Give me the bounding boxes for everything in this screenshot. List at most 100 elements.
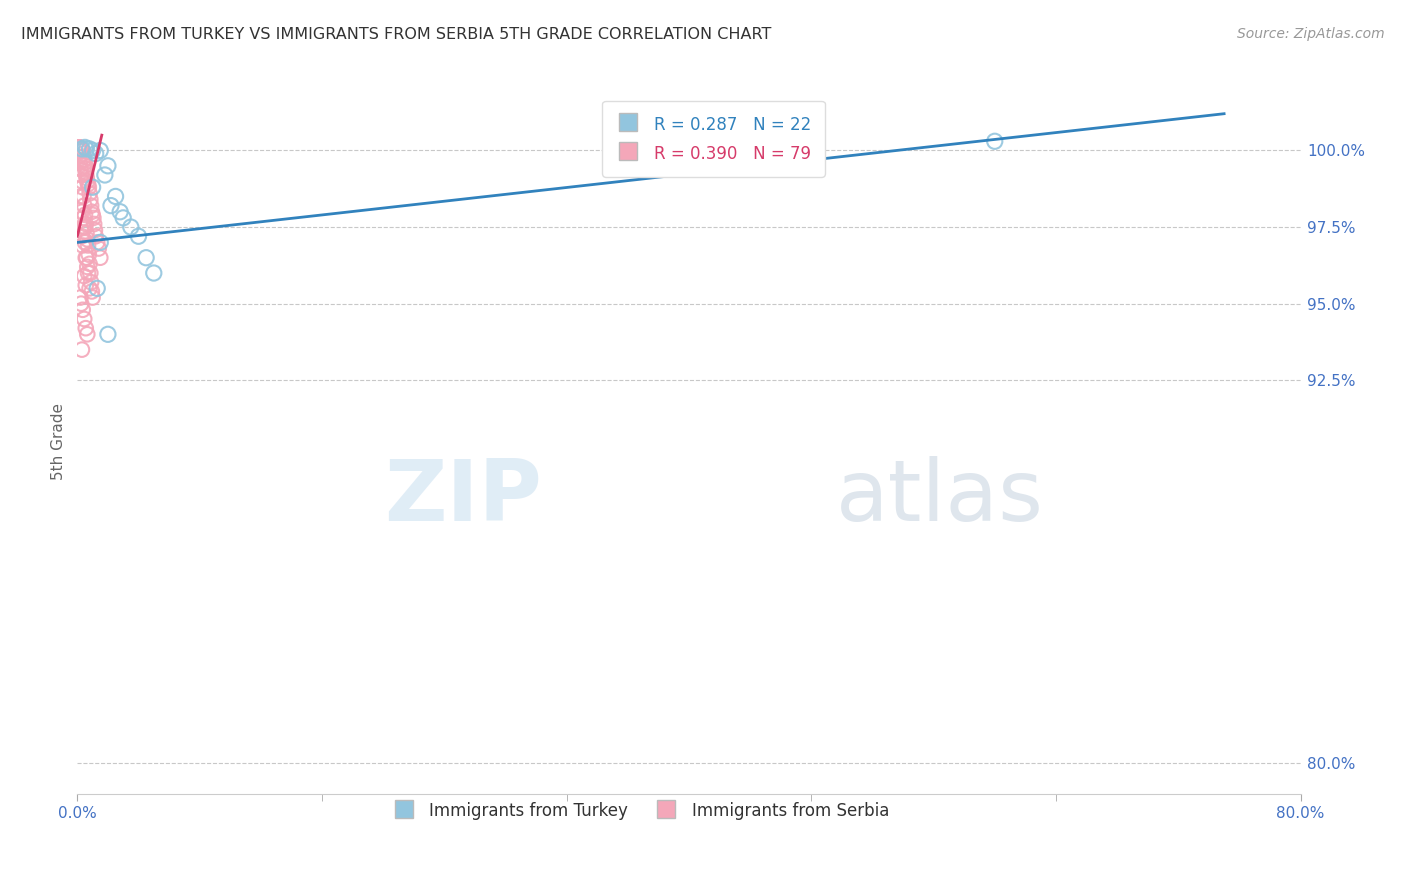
Point: [72, 144, 94, 158]
Point: [73, 155, 96, 169]
Point: [73, 269, 96, 284]
Legend: Immigrants from Turkey, Immigrants from Serbia: Immigrants from Turkey, Immigrants from …: [384, 794, 896, 828]
Point: [112, 211, 135, 225]
Point: [67, 140, 90, 154]
Point: [76, 232, 98, 246]
Point: [984, 134, 1007, 148]
Point: [75, 321, 97, 335]
Point: [79, 186, 101, 201]
Point: [120, 220, 142, 235]
Point: [70, 174, 93, 188]
Point: [72, 146, 94, 161]
Point: [83, 217, 105, 231]
Point: [82, 144, 104, 158]
Point: [75, 168, 97, 182]
Point: [70, 144, 93, 158]
Point: [82, 211, 104, 225]
Point: [69, 161, 91, 176]
Point: [67, 150, 90, 164]
Point: [77, 180, 100, 194]
Text: Source: ZipAtlas.com: Source: ZipAtlas.com: [1237, 27, 1385, 41]
Point: [82, 208, 104, 222]
Point: [82, 291, 104, 305]
Point: [72, 189, 94, 203]
Point: [108, 204, 131, 219]
Point: [82, 180, 104, 194]
Point: [73, 208, 96, 222]
Point: [73, 153, 96, 167]
Point: [72, 180, 94, 194]
Point: [76, 226, 98, 240]
Point: [76, 260, 98, 274]
Point: [135, 251, 157, 265]
Point: [79, 266, 101, 280]
Point: [70, 343, 93, 357]
Point: [77, 238, 100, 252]
Text: ZIP: ZIP: [384, 457, 543, 540]
Point: [67, 140, 90, 154]
Point: [70, 229, 93, 244]
Point: [70, 296, 93, 310]
Point: [76, 327, 98, 342]
Point: [86, 281, 108, 295]
Point: [79, 281, 101, 295]
Point: [76, 174, 98, 188]
Point: [72, 220, 94, 235]
Point: [73, 220, 96, 235]
Point: [104, 189, 127, 203]
Point: [89, 251, 111, 265]
Point: [76, 251, 98, 265]
Point: [70, 144, 93, 158]
Point: [69, 144, 91, 158]
Point: [69, 142, 91, 156]
Point: [70, 142, 93, 156]
Point: [84, 223, 107, 237]
Point: [75, 165, 97, 179]
Point: [94, 168, 117, 182]
Point: [77, 266, 100, 280]
Point: [80, 199, 103, 213]
Point: [70, 144, 93, 158]
Point: [100, 199, 122, 213]
Point: [67, 140, 90, 154]
Point: [75, 161, 97, 176]
Point: [75, 251, 97, 265]
Point: [79, 142, 101, 156]
Point: [73, 199, 96, 213]
Point: [69, 291, 91, 305]
Text: atlas: atlas: [835, 457, 1043, 540]
Point: [69, 144, 91, 158]
Point: [80, 285, 103, 299]
Point: [77, 247, 100, 261]
Point: [76, 142, 98, 156]
Point: [72, 302, 94, 317]
Point: [67, 140, 90, 154]
Point: [69, 155, 91, 169]
Point: [127, 229, 149, 244]
Point: [73, 153, 96, 167]
Text: IMMIGRANTS FROM TURKEY VS IMMIGRANTS FROM SERBIA 5TH GRADE CORRELATION CHART: IMMIGRANTS FROM TURKEY VS IMMIGRANTS FRO…: [21, 27, 772, 42]
Point: [75, 217, 97, 231]
Point: [77, 177, 100, 191]
Point: [73, 140, 96, 154]
Point: [97, 159, 120, 173]
Point: [72, 211, 94, 225]
Point: [72, 238, 94, 252]
Point: [70, 144, 93, 158]
Point: [73, 159, 96, 173]
Point: [70, 204, 93, 219]
Point: [79, 193, 101, 207]
Point: [72, 150, 94, 164]
Point: [80, 204, 103, 219]
Point: [70, 168, 93, 182]
Point: [89, 144, 111, 158]
Point: [86, 235, 108, 250]
Point: [76, 171, 98, 186]
Point: [75, 278, 97, 293]
Point: [73, 312, 96, 326]
Point: [80, 275, 103, 289]
Point: [69, 189, 91, 203]
Point: [97, 327, 120, 342]
Point: [73, 235, 96, 250]
Point: [84, 146, 107, 161]
